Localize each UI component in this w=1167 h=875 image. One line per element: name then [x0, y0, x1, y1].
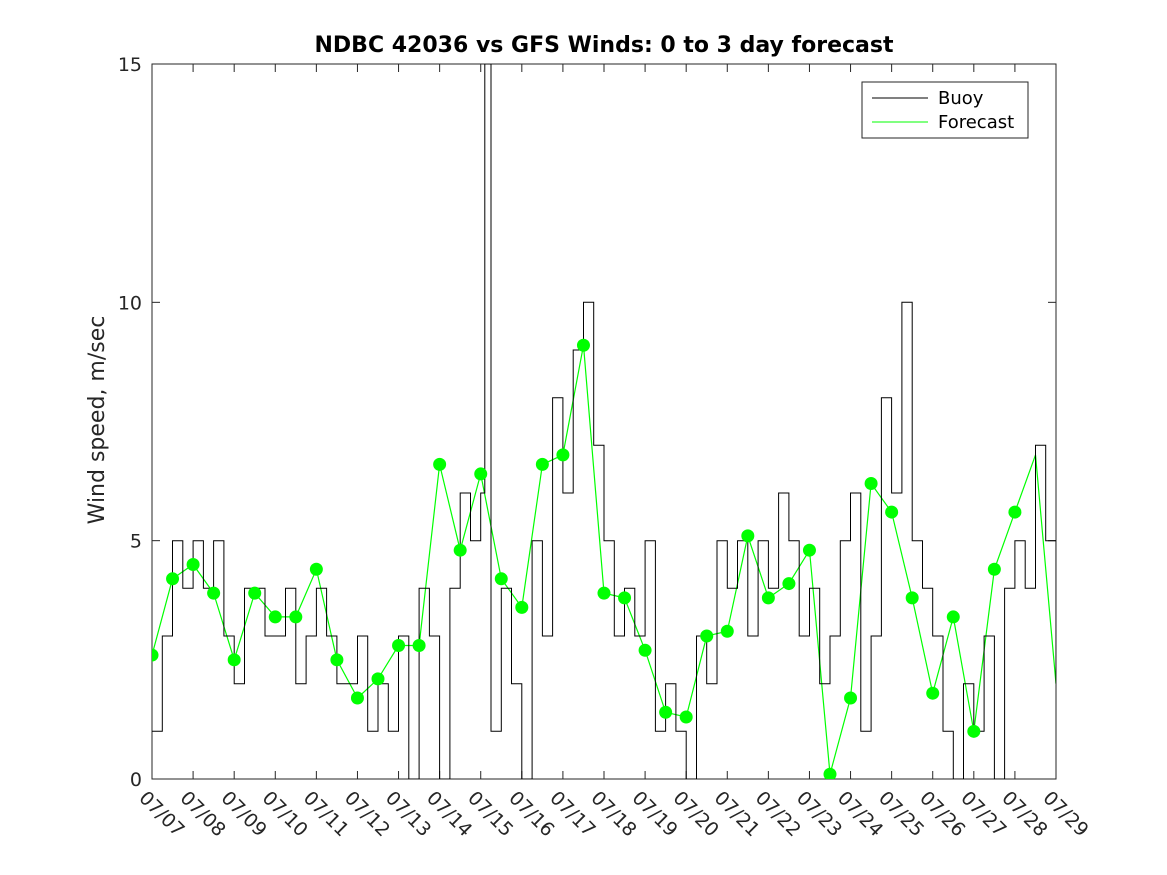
forecast-marker — [309, 562, 323, 576]
chart-title: NDBC 42036 vs GFS Winds: 0 to 3 day fore… — [315, 33, 894, 58]
legend: Buoy Forecast — [861, 81, 1029, 139]
forecast-marker — [152, 648, 159, 662]
buoy-series-line — [152, 64, 1056, 779]
forecast-marker — [679, 710, 693, 724]
forecast-marker — [248, 586, 262, 600]
forecast-marker — [864, 476, 878, 490]
forecast-marker — [207, 586, 221, 600]
forecast-marker — [392, 639, 406, 653]
forecast-marker — [556, 448, 570, 462]
forecast-marker — [166, 572, 180, 586]
forecast-marker — [515, 600, 529, 614]
forecast-marker — [720, 624, 734, 638]
forecast-marker — [823, 767, 837, 779]
legend-box — [861, 81, 1029, 139]
forecast-marker — [576, 338, 590, 352]
y-tick-label: 15 — [118, 54, 142, 76]
series-group — [152, 64, 1056, 779]
forecast-marker — [844, 691, 858, 705]
y-axis-label: Wind speed, m/sec — [85, 316, 110, 525]
forecast-marker — [535, 457, 549, 471]
forecast-marker — [885, 505, 899, 519]
forecast-marker — [946, 610, 960, 624]
forecast-marker — [227, 653, 241, 667]
forecast-marker — [638, 643, 652, 657]
forecast-marker — [433, 457, 447, 471]
forecast-marker — [700, 629, 714, 643]
y-tick-label: 0 — [130, 769, 142, 791]
forecast-marker — [186, 558, 200, 571]
forecast-marker — [289, 610, 303, 624]
forecast-marker — [268, 610, 282, 624]
forecast-marker — [987, 562, 1001, 576]
forecast-marker — [494, 572, 508, 586]
forecast-marker — [926, 686, 940, 700]
legend-buoy-label: Buoy — [938, 88, 984, 109]
forecast-marker — [802, 543, 816, 557]
forecast-marker — [371, 672, 385, 686]
forecast-marker — [659, 705, 673, 719]
forecast-marker — [967, 724, 981, 738]
forecast-marker — [782, 577, 796, 591]
forecast-marker — [453, 543, 467, 557]
y-tick-label: 5 — [130, 531, 142, 553]
legend-forecast-label: Forecast — [938, 112, 1014, 133]
forecast-marker — [330, 653, 344, 667]
forecast-marker — [474, 467, 488, 481]
forecast-marker — [761, 591, 775, 605]
forecast-marker — [741, 529, 755, 543]
y-tick-label: 10 — [118, 292, 142, 314]
forecast-marker — [350, 691, 364, 705]
forecast-marker — [905, 591, 919, 605]
forecast-marker — [618, 591, 632, 605]
forecast-marker — [1008, 505, 1022, 519]
forecast-marker — [597, 586, 611, 600]
forecast-marker — [412, 639, 426, 653]
